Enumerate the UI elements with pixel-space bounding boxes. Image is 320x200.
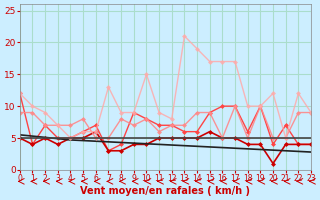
X-axis label: Vent moyen/en rafales ( km/h ): Vent moyen/en rafales ( km/h ) xyxy=(80,186,251,196)
